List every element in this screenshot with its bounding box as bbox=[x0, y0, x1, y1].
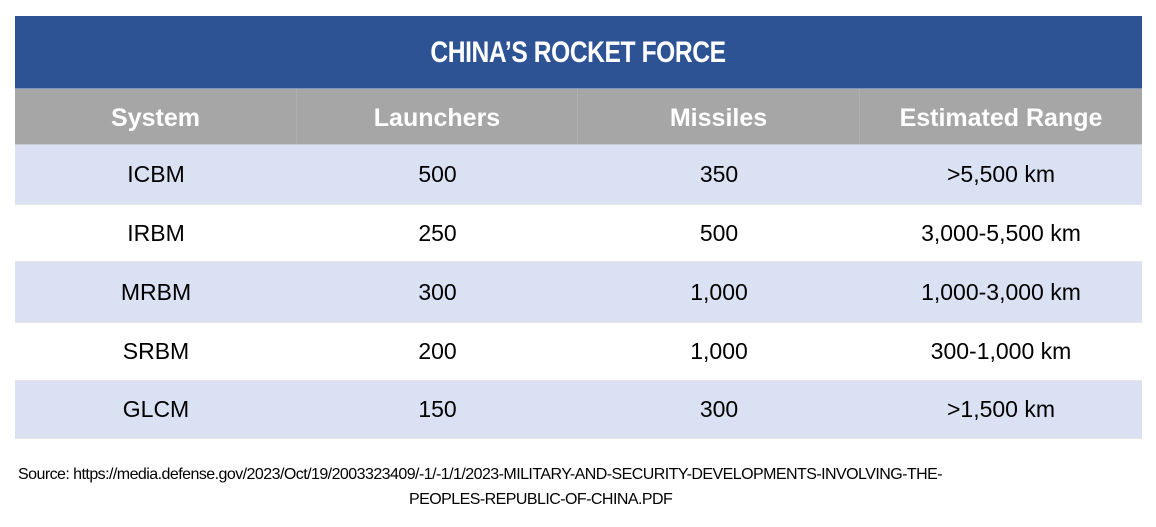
cell-missiles: 1,000 bbox=[690, 278, 748, 305]
column-header-system: System bbox=[15, 89, 297, 144]
cell-launchers: 300 bbox=[418, 278, 457, 305]
table-title: CHINA’S ROCKET FORCE bbox=[430, 36, 727, 69]
table-title-band: CHINA’S ROCKET FORCE bbox=[15, 16, 1142, 89]
cell-missiles: 350 bbox=[699, 161, 739, 187]
cell-launchers: 500 bbox=[418, 161, 457, 187]
cell-system: ICBM bbox=[127, 161, 185, 187]
table-row: ICBM 500 350 >5,500 km bbox=[15, 145, 1142, 205]
cell-missiles: 500 bbox=[699, 219, 739, 246]
cell-missiles: 300 bbox=[699, 396, 739, 422]
source-line-1: Source: https://media.defense.gov/2023/O… bbox=[18, 466, 943, 483]
cell-system: SRBM bbox=[122, 338, 190, 364]
table-header-row: System Launchers Missiles Estimated Rang… bbox=[15, 89, 1142, 145]
table-row: MRBM 300 1,000 1,000-3,000 km bbox=[15, 262, 1142, 323]
cell-launchers: 200 bbox=[418, 338, 457, 364]
cell-missiles: 1,000 bbox=[690, 338, 748, 364]
cell-range: 1,000-3,000 km bbox=[921, 278, 1081, 305]
table-row: SRBM 200 1,000 300-1,000 km bbox=[15, 323, 1142, 381]
cell-system: GLCM bbox=[122, 396, 190, 422]
column-header-missiles: Missiles bbox=[578, 89, 860, 144]
cell-range: 3,000-5,500 km bbox=[921, 219, 1081, 246]
table-row: GLCM 150 300 >1,500 km bbox=[15, 381, 1142, 439]
cell-range: >1,500 km bbox=[946, 396, 1056, 422]
cell-range: 300-1,000 km bbox=[930, 338, 1072, 364]
cell-range: >5,500 km bbox=[946, 161, 1056, 187]
column-header-estimated-range: Estimated Range bbox=[899, 104, 1103, 132]
table-row: IRBM 250 500 3,000-5,500 km bbox=[15, 205, 1142, 262]
source-line-2: PEOPLES-REPUBLIC-OF-CHINA.PDF bbox=[409, 491, 673, 508]
cell-system: MRBM bbox=[120, 278, 192, 305]
cell-launchers: 250 bbox=[418, 219, 457, 246]
cell-launchers: 150 bbox=[418, 396, 457, 422]
rocket-force-table: CHINA’S ROCKET FORCE System Launchers Mi… bbox=[15, 16, 1142, 439]
source-citation: Source: https://media.defense.gov/2023/O… bbox=[0, 462, 1087, 512]
cell-system: IRBM bbox=[127, 219, 185, 246]
column-header-launchers: Launchers bbox=[297, 89, 578, 144]
